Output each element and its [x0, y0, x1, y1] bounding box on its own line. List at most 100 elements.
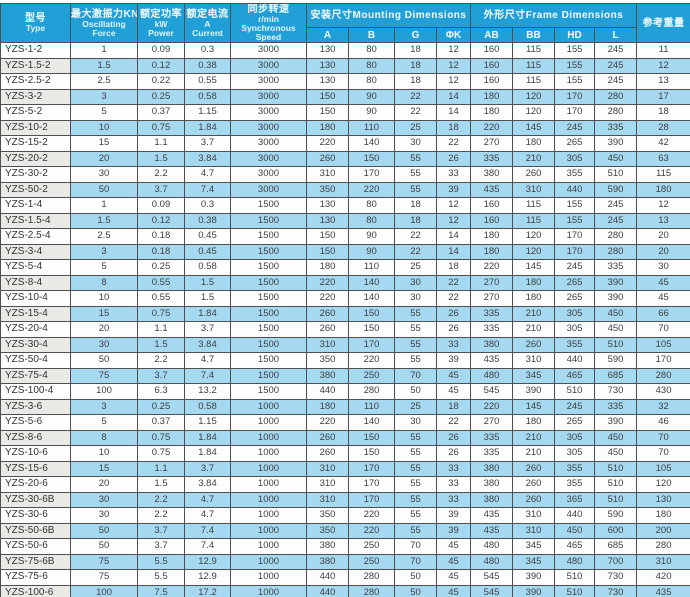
- cell-value: 12: [636, 197, 690, 214]
- header-current-en1: A: [204, 18, 211, 29]
- header-weight: 参考重量: [636, 3, 690, 43]
- cell-value: 50: [70, 181, 138, 198]
- cell-value: 590: [594, 507, 638, 524]
- cell-value: 380: [470, 336, 514, 353]
- cell-value: 220: [306, 274, 349, 291]
- cell-value: 210: [512, 305, 556, 322]
- header-speed-en2: Synchronous: [241, 23, 296, 33]
- cell-value: 10: [70, 290, 138, 307]
- cell-type: YZS-30-6B: [0, 491, 71, 508]
- header-sub-bb: BB: [512, 27, 556, 43]
- cell-value: 1.1: [137, 135, 185, 152]
- cell-value: 18: [636, 104, 690, 121]
- table-body: YZS-1-2 1 0.09 0.3 3000 130 80 18 12 160 115 155 245…: [0, 42, 690, 597]
- cell-value: 55: [394, 321, 437, 338]
- cell-value: 3: [70, 398, 138, 415]
- cell-value: 20: [70, 476, 138, 493]
- cell-value: 0.75: [137, 305, 185, 322]
- cell-value: 180: [636, 507, 690, 524]
- cell-value: 2.5: [70, 228, 138, 245]
- cell-value: 210: [512, 150, 556, 167]
- header-power: 额定功率 kW Power: [137, 3, 185, 43]
- cell-value: 510: [594, 491, 638, 508]
- cell-value: 4.7: [184, 166, 231, 183]
- cell-value: 510: [554, 584, 596, 597]
- cell-value: 1000: [230, 569, 307, 586]
- cell-value: 7.5: [137, 584, 185, 597]
- cell-value: 7.4: [184, 522, 231, 539]
- cell-value: 39: [435, 507, 472, 524]
- header-current-en2: Current: [192, 27, 223, 38]
- header-speed: 同步转速 r/min Synchronous Speed: [230, 3, 307, 43]
- cell-value: 260: [512, 166, 556, 183]
- cell-value: 220: [470, 119, 514, 136]
- cell-value: 22: [435, 135, 472, 152]
- cell-value: 310: [636, 553, 690, 570]
- header-force-zh: 最大激振力KN: [71, 8, 138, 20]
- cell-value: 3000: [230, 150, 307, 167]
- cell-value: 155: [554, 212, 596, 229]
- cell-value: 13: [636, 212, 690, 229]
- cell-value: 335: [470, 321, 514, 338]
- cell-value: 33: [435, 476, 472, 493]
- cell-value: 33: [435, 491, 472, 508]
- cell-type: YZS-20-6: [0, 476, 71, 493]
- cell-value: 0.58: [184, 398, 231, 415]
- table-row: YZS-3-2 3 0.25 0.58 3000 150 90 22 14 180 120 170 28…: [0, 88, 690, 105]
- cell-value: 1000: [230, 460, 307, 477]
- cell-value: 6.3: [137, 383, 185, 400]
- cell-value: 0.75: [137, 119, 185, 136]
- cell-value: 1.84: [184, 445, 231, 462]
- cell-value: 3.7: [184, 321, 231, 338]
- cell-value: 110: [348, 398, 395, 415]
- cell-value: 280: [594, 88, 638, 105]
- cell-value: 0.58: [184, 88, 231, 105]
- table-row: YZS-15-4 15 0.75 1.84 1500 260 150 55 26 335 210 30…: [0, 305, 690, 322]
- cell-value: 0.25: [137, 259, 185, 276]
- table-row: YZS-8-4 8 0.55 1.5 1500 220 140 30 22 270 180 265 39…: [0, 274, 690, 291]
- cell-value: 180: [470, 88, 514, 105]
- cell-value: 245: [594, 42, 638, 59]
- cell-value: 220: [306, 414, 349, 431]
- cell-value: 480: [470, 367, 514, 384]
- cell-value: 90: [348, 243, 395, 260]
- cell-value: 510: [554, 569, 596, 586]
- header-force-en2: Force: [92, 27, 116, 38]
- cell-type: YZS-75-4: [0, 367, 71, 384]
- cell-value: 350: [306, 181, 349, 198]
- table-row: YZS-30-2 30 2.2 4.7 3000 310 170 55 33 380 260 355 5…: [0, 166, 690, 183]
- cell-value: 180: [306, 398, 349, 415]
- cell-value: 3000: [230, 119, 307, 136]
- cell-value: 180: [306, 119, 349, 136]
- cell-value: 390: [512, 569, 556, 586]
- cell-value: 90: [348, 88, 395, 105]
- cell-value: 390: [594, 135, 638, 152]
- cell-value: 180: [470, 228, 514, 245]
- cell-value: 13.2: [184, 383, 231, 400]
- cell-value: 355: [554, 166, 596, 183]
- table-row: YZS-2.5-4 2.5 0.18 0.45 1500 150 90 22 14 180 120 1…: [0, 228, 690, 245]
- cell-value: 1.5: [70, 212, 138, 229]
- cell-value: 435: [470, 181, 514, 198]
- cell-value: 120: [636, 476, 690, 493]
- table-header: 型号 Type 最大激振力KN Oscillating Force 额定功率 k…: [0, 2, 690, 43]
- cell-value: 170: [554, 88, 596, 105]
- cell-value: 22: [394, 243, 437, 260]
- cell-value: 20: [70, 321, 138, 338]
- cell-value: 39: [435, 352, 472, 369]
- table-row: YZS-75-6B 75 5.5 12.9 1000 380 250 70 45 480 345 48…: [0, 553, 690, 570]
- cell-value: 18: [394, 212, 437, 229]
- cell-value: 4.7: [184, 352, 231, 369]
- cell-type: YZS-50-2: [0, 181, 71, 198]
- cell-type: YZS-3-4: [0, 243, 71, 260]
- cell-value: 8: [70, 429, 138, 446]
- cell-value: 1000: [230, 445, 307, 462]
- table-row: YZS-15-2 15 1.1 3.7 3000 220 140 30 22 270 180 265 3…: [0, 135, 690, 152]
- cell-value: 380: [470, 491, 514, 508]
- cell-value: 80: [348, 73, 395, 90]
- cell-value: 4.7: [184, 491, 231, 508]
- cell-value: 450: [594, 429, 638, 446]
- header-type: 型号 Type: [0, 3, 71, 43]
- cell-value: 130: [306, 73, 349, 90]
- cell-value: 12.9: [184, 553, 231, 570]
